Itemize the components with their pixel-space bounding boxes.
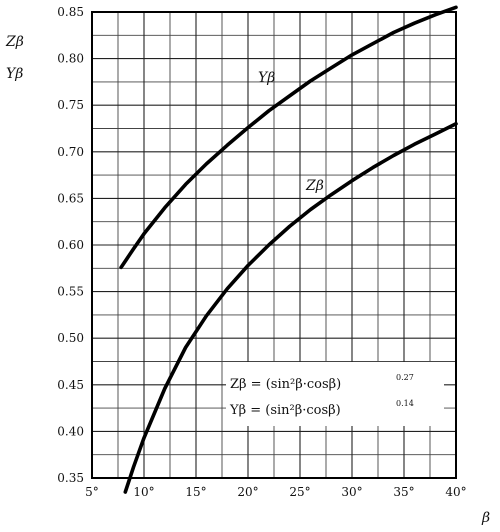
plot-frame <box>91 11 457 479</box>
y-tick-label: 0.55 <box>57 285 84 299</box>
y-tick-label: 0.45 <box>57 378 84 392</box>
y-tick-label: 0.70 <box>57 145 84 159</box>
y-axis-label-y: Yβ <box>6 66 23 82</box>
x-tick-label: 15° <box>185 485 206 499</box>
formula-z: Zβ = (sin²β·cosβ) <box>230 377 341 392</box>
x-tick-label: 30° <box>341 485 362 499</box>
formula-z-exponent: 0.27 <box>396 373 414 382</box>
x-tick-label: 5° <box>85 485 99 499</box>
series-lines <box>119 5 458 494</box>
x-tick-label: 40° <box>445 485 466 499</box>
y-tick-label: 0.60 <box>57 238 84 252</box>
formula-y-exponent: 0.14 <box>396 399 414 408</box>
series-line-z-beta <box>123 122 458 494</box>
x-axis-label: β <box>481 510 490 526</box>
formula-box: Zβ = (sin²β·cosβ) 0.27 Yβ = (sin²β·cosβ)… <box>226 362 444 426</box>
series-line-y-beta <box>119 5 458 270</box>
y-axis-label-z: Zβ <box>5 34 24 50</box>
y-tick-label: 0.35 <box>57 471 84 485</box>
y-tick-label: 0.65 <box>57 191 84 205</box>
formula-y: Yβ = (sin²β·cosβ) <box>229 403 341 418</box>
x-tick-label: 20° <box>237 485 258 499</box>
x-tick-label: 10° <box>133 485 154 499</box>
y-tick-label: 0.85 <box>57 5 84 19</box>
x-tick-label: 25° <box>289 485 310 499</box>
y-tick-label: 0.50 <box>57 331 84 345</box>
tick-labels: 5° 10° 15° 20° 25° 30° 35° 40° 0.35 0.40 0.45 0.50 0… <box>57 5 466 499</box>
x-tick-label: 35° <box>393 485 414 499</box>
y-tick-label: 0.40 <box>57 424 84 438</box>
plot-border <box>91 11 457 479</box>
y-tick-label: 0.75 <box>57 98 84 112</box>
series-label-y: Yβ <box>258 70 275 86</box>
formula-background <box>226 362 444 426</box>
y-tick-label: 0.80 <box>57 52 84 66</box>
series-label-z: Zβ <box>305 178 324 194</box>
